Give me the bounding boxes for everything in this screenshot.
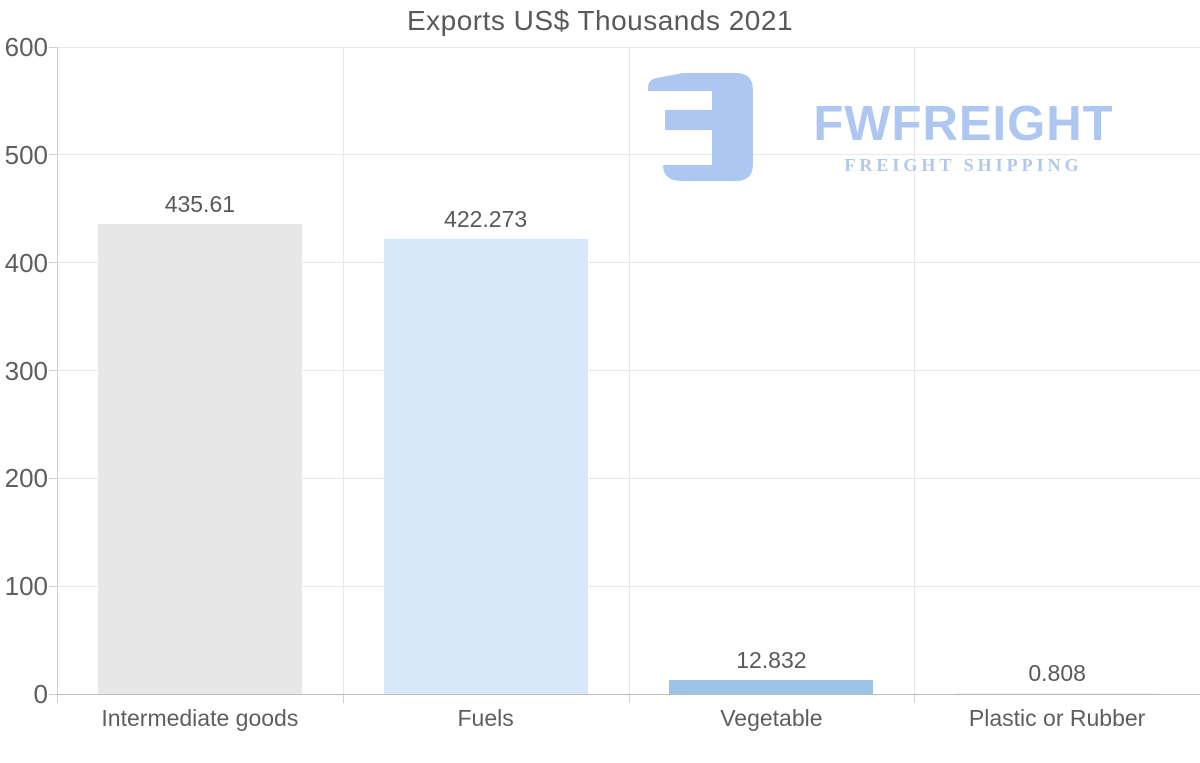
chart-title: Exports US$ Thousands 2021 [406,5,794,36]
x-axis-line [57,694,1200,695]
x-tick-mark [342,694,344,703]
y-axis-tick-label: 500 [4,139,48,170]
gridline-v [342,47,344,694]
gridline-v [914,47,916,694]
bar [383,238,588,694]
gridline-v [628,47,630,694]
x-axis-category-label: Fuels [457,705,514,731]
y-tick-mark [49,46,57,48]
y-tick-mark [49,154,57,156]
brand-tagline: FREIGHT SHIPPING [844,155,1083,175]
y-axis-line [57,47,58,703]
y-tick-mark [49,477,57,479]
y-tick-mark [49,262,57,264]
y-tick-mark [49,370,57,371]
y-axis-tick-label: 600 [4,32,48,62]
y-axis-tick-label: 0 [33,679,48,709]
y-tick-mark [49,585,57,587]
y-tick-mark [49,693,57,695]
x-axis-category-label: Intermediate goods [101,705,299,731]
bar [955,693,1160,694]
brand-text-block: FWFREIGHT FREIGHT SHIPPING [771,73,1156,176]
x-axis-category-label: Vegetable [720,705,823,731]
bar-value-label: 12.832 [736,647,807,674]
bar-value-label: 422.273 [444,205,528,232]
y-axis-tick-label: 100 [4,571,48,602]
x-tick-mark [914,694,916,703]
bar-value-label: 0.808 [1028,660,1086,686]
bar [669,680,874,694]
x-axis-category-label: Plastic or Rubber [968,705,1146,731]
fwfreight-logo-icon [648,73,753,181]
y-axis-tick-label: 400 [4,247,48,278]
x-tick-mark [628,694,630,703]
brand-name: FWFREIGHT [813,97,1114,151]
bar-value-label: 435.61 [164,191,236,218]
y-axis-tick-label: 300 [4,355,48,386]
fwfreight-watermark: FWFREIGHT FREIGHT SHIPPING [648,73,1156,181]
y-axis-tick-label: 200 [4,463,48,494]
bar [97,224,302,694]
